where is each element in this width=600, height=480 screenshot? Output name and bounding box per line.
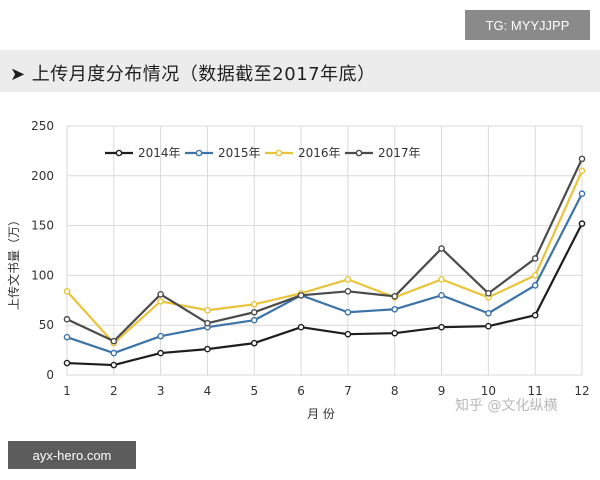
data-point [204, 345, 211, 353]
data-point [250, 316, 258, 324]
data-point [531, 272, 539, 279]
legend-label: 2015年 [218, 146, 261, 160]
data-point [531, 255, 539, 262]
data-point [578, 220, 586, 227]
y-tick-label: 200 [31, 169, 54, 183]
data-point [391, 329, 399, 337]
series-line [66, 223, 583, 367]
data-point [578, 155, 586, 163]
x-axis-label: 月 份 [307, 407, 335, 421]
legend-marker [115, 149, 123, 157]
x-tick-label: 3 [157, 384, 165, 398]
data-point [110, 361, 118, 369]
series-line [66, 158, 583, 343]
series-line [66, 193, 583, 355]
x-tick-label: 5 [250, 384, 258, 398]
data-point [344, 308, 352, 316]
data-point [391, 293, 399, 300]
y-axis-label: 上传文书量（万） [6, 214, 21, 310]
series-2014年 [63, 220, 586, 369]
legend-item: 2016年 [265, 146, 341, 160]
y-tick-label: 150 [31, 219, 54, 233]
data-point [204, 319, 211, 327]
y-tick-label: 100 [31, 268, 54, 282]
chart-grid [66, 125, 583, 376]
page-title: ➤ 上传月度分布情况（数据截至2017年底） [10, 64, 376, 85]
y-tick-label: 50 [39, 318, 54, 332]
title-band: ➤ 上传月度分布情况（数据截至2017年底） [0, 50, 600, 92]
data-point [250, 339, 258, 347]
data-point [250, 300, 258, 308]
x-tick-label: 4 [204, 384, 212, 398]
x-tick-label: 12 [574, 384, 589, 398]
legend-item: 2014年 [105, 146, 181, 160]
data-point [531, 311, 539, 319]
data-point [485, 290, 492, 297]
x-tick-labels: 1 2 3 4 5 6 7 8 9 10 11 12 [63, 384, 589, 398]
x-tick-label: 8 [391, 384, 399, 398]
legend-marker [355, 149, 363, 157]
data-point [438, 276, 445, 283]
series-2017年 [63, 155, 586, 345]
data-point [344, 276, 352, 283]
data-point [485, 309, 492, 317]
data-point [157, 332, 164, 340]
data-point [578, 190, 586, 198]
x-tick-label: 2 [110, 384, 118, 398]
data-point [438, 292, 445, 299]
data-point [157, 349, 164, 357]
legend-item: 2017年 [345, 146, 421, 160]
legend-label: 2016年 [298, 146, 341, 160]
data-point [438, 245, 445, 252]
data-point [531, 282, 539, 289]
y-tick-label: 250 [31, 119, 54, 133]
legend-marker [195, 149, 203, 157]
chart-legend: 2014年 2015年 2016年 2017年 [105, 146, 421, 160]
data-point [63, 333, 71, 341]
data-point [110, 337, 118, 345]
watermark-site: ayx-hero.com [8, 441, 136, 469]
data-point [110, 349, 118, 357]
data-point [250, 308, 258, 316]
x-tick-label: 11 [528, 384, 543, 398]
data-point [578, 167, 586, 175]
series-line [66, 170, 584, 345]
data-point [157, 291, 164, 298]
legend-label: 2017年 [378, 146, 421, 160]
data-point [391, 305, 399, 313]
data-point [157, 297, 164, 305]
series-lines [63, 155, 586, 369]
x-tick-label: 10 [481, 384, 496, 398]
y-tick-label: 0 [46, 368, 54, 382]
series-2015年 [63, 190, 586, 357]
y-tick-labels: 0 50 100 150 200 250 [31, 119, 54, 382]
x-tick-label: 1 [63, 384, 71, 398]
x-tick-label: 9 [438, 384, 446, 398]
data-point [63, 288, 71, 295]
x-tick-label: 6 [297, 384, 305, 398]
data-point [297, 292, 305, 299]
legend-item: 2015年 [185, 146, 261, 160]
data-point [344, 330, 352, 338]
data-point [204, 306, 211, 314]
x-tick-label: 7 [344, 384, 352, 398]
data-point [63, 315, 71, 323]
watermark-zhihu: 知乎 @文化纵横 [455, 398, 558, 414]
data-point [297, 323, 305, 331]
data-point [344, 288, 352, 295]
legend-label: 2014年 [138, 146, 181, 160]
series-2016年 [63, 167, 586, 347]
legend-marker [275, 149, 283, 157]
data-point [438, 323, 445, 331]
watermark-tg: TG: MYYJJPP [465, 10, 590, 40]
data-point [63, 359, 71, 367]
data-point [485, 322, 492, 330]
